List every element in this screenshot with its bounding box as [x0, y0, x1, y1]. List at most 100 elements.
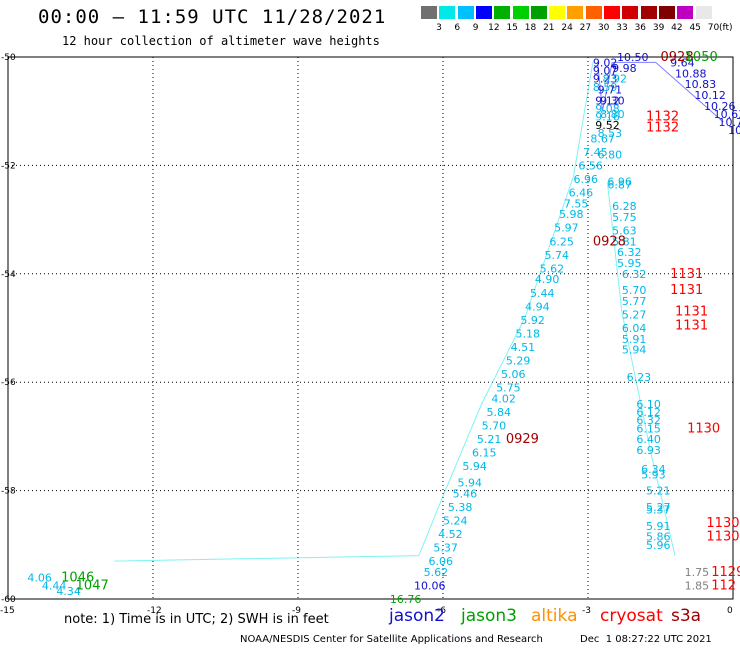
wave-height-point: 5.06 — [501, 368, 526, 381]
satellite-legend-jason3: jason3 — [461, 606, 517, 626]
pass-time-label: 0928 — [593, 234, 626, 249]
pass-time-label: 1047 — [76, 578, 109, 593]
wave-height-point: 6.06 — [429, 555, 454, 568]
x-tick-label: -9 — [292, 606, 301, 616]
plot-frame — [7, 56, 734, 600]
wave-height-point: 16.76 — [390, 593, 422, 606]
wave-height-point: 8.53 — [598, 127, 623, 140]
wave-height-point: 10 — [728, 124, 740, 137]
x-tick-label: -6 — [437, 606, 446, 616]
wave-height-point: 5.91 — [622, 333, 647, 346]
wave-height-point: 5.29 — [506, 355, 531, 368]
wave-height-point: 5.77 — [622, 295, 647, 308]
wave-height-point: 5.94 — [622, 344, 647, 357]
wave-height-point: 8.59 — [593, 81, 618, 94]
pass-time-label: 112 — [711, 578, 736, 593]
wave-height-point: 9.08 — [595, 102, 620, 115]
wave-height-point: 5.86 — [646, 531, 671, 544]
wave-height-point: 5.75 — [612, 211, 637, 224]
wave-height-point: 5.46 — [453, 487, 478, 500]
wave-height-point: 10.7 — [719, 116, 740, 129]
scale-label: 30 — [597, 23, 610, 33]
wave-height-point: 6.56 — [578, 159, 603, 172]
wave-height-point: 9.71 — [598, 84, 623, 97]
pass-time-label: 1131 — [670, 267, 703, 282]
wave-height-point: 6.25 — [549, 235, 574, 248]
scale-label: 42 — [671, 23, 683, 33]
pass-time-label: 1130 — [687, 421, 720, 436]
wave-height-point: 5.97 — [554, 222, 579, 235]
y-tick-label: -54 — [1, 270, 16, 280]
scale-swatch — [585, 6, 602, 19]
wave-height-point: 7.55 — [564, 197, 589, 210]
scale-swatch — [421, 6, 437, 19]
scale-label: 24 — [561, 23, 573, 33]
wave-height-point: 5.95 — [617, 257, 642, 270]
scale-swatch — [622, 6, 639, 19]
track-line — [114, 62, 594, 562]
scale-label: 45 — [689, 23, 701, 33]
y-tick-label: -58 — [1, 487, 16, 497]
wave-height-point: 9.52 — [595, 119, 620, 132]
wave-height-point: 5.24 — [443, 514, 468, 527]
wave-height-point: 5.63 — [612, 224, 637, 237]
wave-height-point: 8.92 — [603, 73, 628, 86]
wave-height-point: 5.18 — [516, 327, 541, 340]
wave-height-point: 5.44 — [530, 287, 555, 300]
wave-height-point: 5.27 — [622, 308, 647, 321]
scale-swatch — [604, 6, 620, 19]
pass-time-label: 1131 — [670, 283, 703, 298]
wave-height-point: 6.87 — [607, 178, 632, 191]
wave-height-point: 9.07 — [593, 65, 618, 78]
wave-height-point: 6.40 — [636, 433, 661, 446]
scale-label: 70 — [707, 23, 720, 33]
satellite-legend-s3a: s3a — [671, 606, 702, 626]
wave-height-point: 6.04 — [622, 322, 647, 335]
scale-label: 21 — [543, 23, 555, 33]
wave-height-point: 6.32 — [636, 414, 661, 427]
wave-height-point: 6.23 — [627, 371, 652, 384]
wave-height-point: 6.15 — [636, 422, 661, 435]
scale-swatch — [475, 6, 492, 19]
pass-time-label: 1050 — [685, 50, 718, 65]
wave-height-point: 10.12 — [694, 89, 726, 102]
scale-swatch — [640, 6, 657, 19]
legend-note: note: 1) Time is in UTC; 2) SWH is in fe… — [64, 612, 329, 627]
y-tick-label: -60 — [1, 595, 16, 605]
wave-height-point: 5.98 — [559, 208, 584, 221]
satellite-legend-altika: altika — [531, 606, 578, 626]
wave-height-point: 10.50 — [617, 51, 649, 64]
wave-height-point: 10.26 — [704, 100, 736, 113]
color-scale-unit: (ft) — [719, 23, 733, 33]
satellite-legend-cryosat: cryosat — [600, 606, 663, 626]
wave-height-point: 9.98 — [612, 62, 637, 75]
wave-height-point: 5.27 — [646, 501, 671, 514]
wave-height-point: 6.32 — [617, 246, 642, 259]
scale-swatch — [512, 6, 529, 19]
pass-time-label: 1132 — [646, 110, 679, 125]
wave-height-point: 4.51 — [511, 341, 535, 354]
wave-height-point: 6.32 — [622, 268, 647, 281]
x-tick-label: 0 — [727, 606, 733, 616]
wave-height-point: 6.80 — [598, 149, 623, 162]
wave-height-point: 4.52 — [438, 528, 463, 541]
x-tick-label: -3 — [582, 606, 591, 616]
wave-height-point: 4.90 — [535, 273, 560, 286]
satellite-legend-jason2: jason2 — [389, 606, 445, 626]
wave-height-point: 1.85 — [685, 579, 710, 592]
scale-label: 39 — [652, 23, 665, 33]
scale-label: 27 — [579, 23, 592, 33]
y-tick-label: -52 — [1, 161, 16, 171]
scale-label: 3 — [436, 23, 442, 33]
scale-swatch — [494, 6, 511, 19]
wave-height-point: 9.64 — [670, 56, 695, 69]
wave-height-point: 10.06 — [414, 579, 446, 592]
pass-time-label: 0929 — [506, 432, 539, 447]
wave-height-point: 5.38 — [448, 501, 473, 514]
wave-height-point: 6.10 — [636, 398, 661, 411]
wave-height-point: 9.23 — [593, 73, 618, 86]
scale-label: 18 — [524, 23, 537, 33]
pass-time-label: 1132 — [646, 120, 679, 135]
wave-height-point: 8.80 — [600, 108, 625, 121]
pass-time-label: 0928 — [661, 50, 694, 65]
